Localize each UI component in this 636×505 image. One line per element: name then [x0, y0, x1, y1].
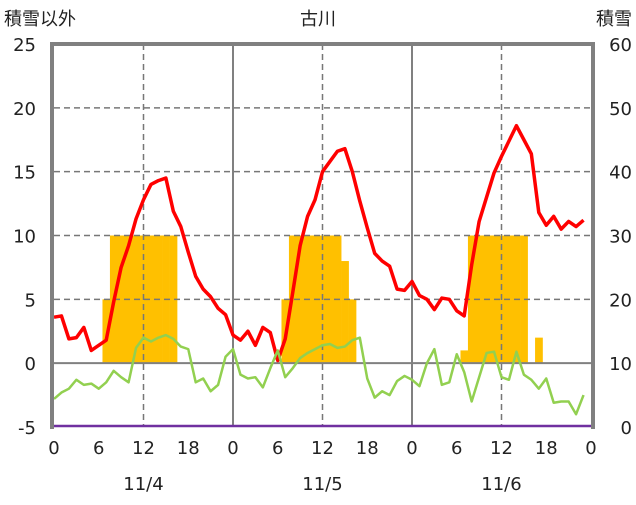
- right-tick-label: 20: [609, 290, 632, 311]
- x-tick-label: 18: [535, 438, 558, 459]
- left-tick-label: 0: [25, 354, 36, 375]
- snow-bar: [467, 235, 476, 364]
- snow-bar: [326, 235, 334, 364]
- right-tick-label: 30: [609, 227, 632, 248]
- left-tick-label: 5: [25, 290, 36, 311]
- x-tick-label: 18: [177, 438, 200, 459]
- snow-bar: [117, 235, 126, 364]
- snow-bar: [341, 261, 349, 364]
- date-label: 11/6: [481, 474, 521, 495]
- x-tick-label: 0: [227, 438, 238, 459]
- snow-bar: [460, 350, 469, 364]
- right-tick-label: 40: [609, 163, 632, 184]
- date-label: 11/5: [302, 474, 342, 495]
- left-tick-label: 20: [13, 99, 36, 120]
- x-tick-label: 6: [272, 438, 283, 459]
- x-tick-label: 12: [132, 438, 155, 459]
- x-tick-label: 6: [93, 438, 104, 459]
- left-tick-label: -5: [18, 418, 36, 439]
- date-label: 11/4: [123, 474, 163, 495]
- snow-bar: [147, 235, 155, 364]
- right-tick-label: 0: [621, 418, 632, 439]
- snow-bar: [535, 337, 543, 364]
- red-line: [53, 123, 585, 363]
- left-tick-label: 10: [13, 227, 36, 248]
- plot-frame: [50, 42, 595, 429]
- left-axis-label: 積雪以外: [4, 9, 76, 30]
- x-tick-label: 0: [585, 438, 596, 459]
- snow-bar: [169, 235, 178, 364]
- left-tick-label: 25: [13, 35, 36, 56]
- snow-bar: [348, 299, 357, 364]
- left-tick-label: 15: [13, 163, 36, 184]
- green-line: [53, 333, 585, 416]
- right-axis-label: 積雪: [596, 9, 632, 30]
- right-tick-label: 50: [609, 99, 632, 120]
- x-tick-label: 12: [311, 438, 334, 459]
- x-tick-label: 12: [490, 438, 513, 459]
- x-tick-label: 0: [48, 438, 59, 459]
- chart-title: 古川: [300, 9, 336, 30]
- x-tick-label: 18: [356, 438, 379, 459]
- x-tick-label: 6: [451, 438, 462, 459]
- right-tick-label: 10: [609, 354, 632, 375]
- x-tick-label: 0: [406, 438, 417, 459]
- snow-bar: [296, 235, 305, 364]
- right-tick-label: 60: [609, 35, 632, 56]
